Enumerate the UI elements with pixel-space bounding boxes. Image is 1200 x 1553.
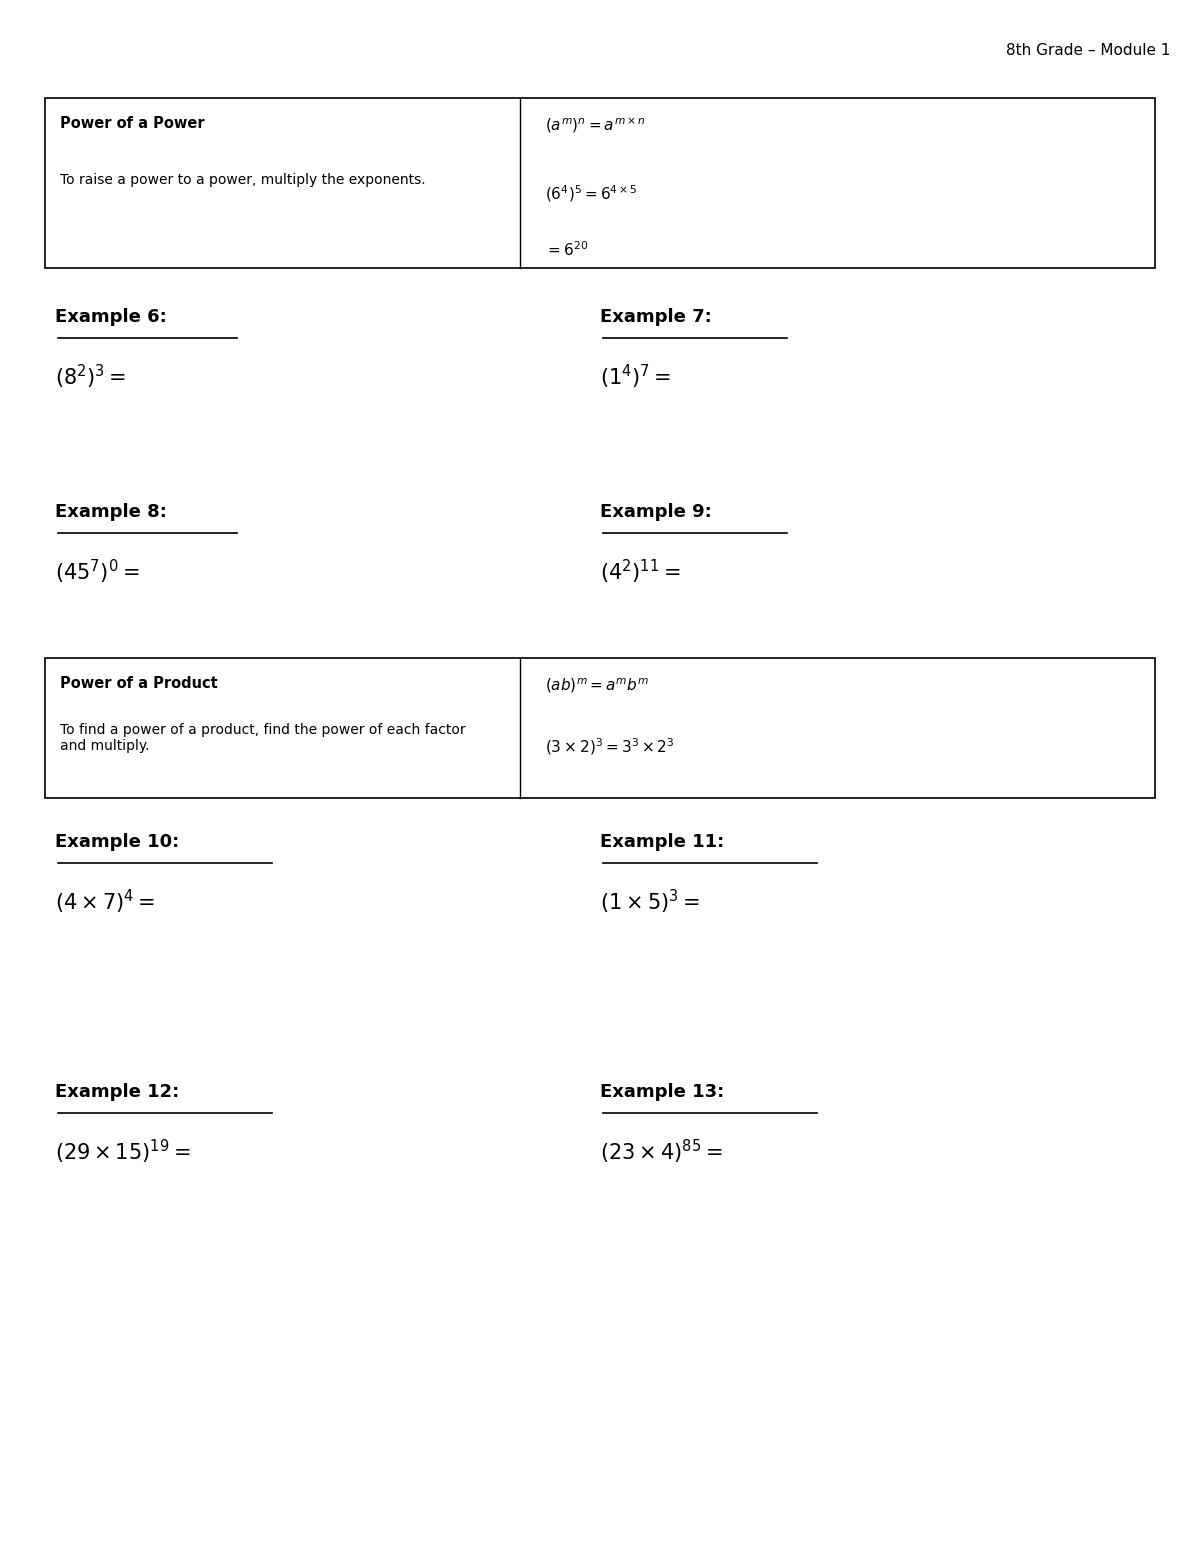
Text: Example 6:: Example 6: xyxy=(55,307,167,326)
Text: $(23 \times 4)^{85} =$: $(23 \times 4)^{85} =$ xyxy=(600,1138,722,1166)
Text: $(45^7)^0 =$: $(45^7)^0 =$ xyxy=(55,558,139,585)
Text: $(29 \times 15)^{19} =$: $(29 \times 15)^{19} =$ xyxy=(55,1138,191,1166)
Text: $(4^2)^{11} =$: $(4^2)^{11} =$ xyxy=(600,558,680,585)
Text: To raise a power to a power, multiply the exponents.: To raise a power to a power, multiply th… xyxy=(60,172,426,186)
Text: Example 11:: Example 11: xyxy=(600,832,725,851)
Text: $(1 \times 5)^3 =$: $(1 \times 5)^3 =$ xyxy=(600,888,700,916)
Text: $= 6^{20}$: $= 6^{20}$ xyxy=(545,241,588,259)
Text: 8th Grade – Module 1: 8th Grade – Module 1 xyxy=(1006,43,1170,57)
Text: $(ab)^m = a^m b^m$: $(ab)^m = a^m b^m$ xyxy=(545,676,649,694)
Text: Example 8:: Example 8: xyxy=(55,503,167,520)
Bar xyxy=(46,98,1156,269)
Text: Example 10:: Example 10: xyxy=(55,832,179,851)
Text: Power of a Product: Power of a Product xyxy=(60,676,217,691)
Text: Example 7:: Example 7: xyxy=(600,307,712,326)
Text: $(3 \times 2)^3 = 3^3 \times 2^3$: $(3 \times 2)^3 = 3^3 \times 2^3$ xyxy=(545,736,674,756)
Text: $(8^2)^3 =$: $(8^2)^3 =$ xyxy=(55,363,126,391)
Text: To find a power of a product, find the power of each factor
and multiply.: To find a power of a product, find the p… xyxy=(60,724,466,753)
Text: $(4 \times 7)^4 =$: $(4 \times 7)^4 =$ xyxy=(55,888,155,916)
Text: $(1^4)^7 =$: $(1^4)^7 =$ xyxy=(600,363,671,391)
Text: $(a^m)^n = a^{m \times n}$: $(a^m)^n = a^{m \times n}$ xyxy=(545,116,646,135)
Text: Power of a Power: Power of a Power xyxy=(60,116,205,130)
Bar xyxy=(46,658,1156,798)
Text: Example 9:: Example 9: xyxy=(600,503,712,520)
Text: $(6^4)^5 = 6^{4 \times 5}$: $(6^4)^5 = 6^{4 \times 5}$ xyxy=(545,183,637,203)
Text: Example 13:: Example 13: xyxy=(600,1082,725,1101)
Text: Example 12:: Example 12: xyxy=(55,1082,179,1101)
